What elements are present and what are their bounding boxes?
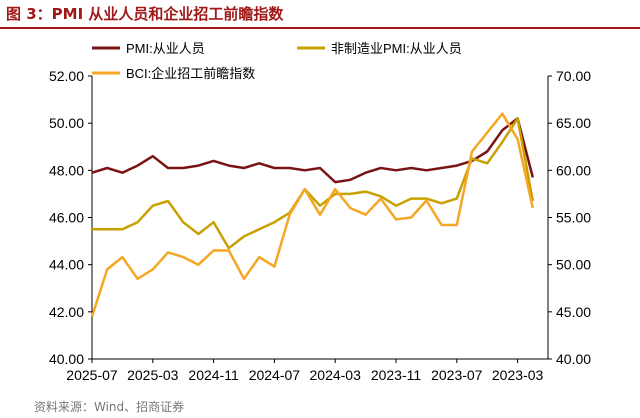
left-y-tick-label: 48.00 <box>49 162 84 178</box>
x-tick-label: 2023-03 <box>492 367 544 383</box>
legend-label: PMI:从业人员 <box>126 41 205 56</box>
right-y-tick-label: 40.00 <box>556 351 591 367</box>
left-y-tick-label: 42.00 <box>49 304 84 320</box>
left-y-tick-label: 46.00 <box>49 210 84 226</box>
x-tick-label: 2025-03 <box>127 367 179 383</box>
left-y-tick-label: 50.00 <box>49 115 84 131</box>
right-y-tick-label: 55.00 <box>556 210 591 226</box>
x-tick-label: 2024-11 <box>188 367 239 383</box>
x-tick-label: 2024-07 <box>249 367 301 383</box>
right-y-tick-label: 50.00 <box>556 257 591 273</box>
right-y-tick-label: 65.00 <box>556 115 591 131</box>
right-y-tick-label: 45.00 <box>556 304 591 320</box>
right-y-tick-label: 70.00 <box>556 68 591 84</box>
right-y-tick-label: 60.00 <box>556 162 591 178</box>
x-tick-label: 2023-11 <box>371 367 422 383</box>
source-note: 资料来源：Wind、招商证券 <box>34 400 185 414</box>
x-tick-label: 2025-07 <box>66 367 118 383</box>
left-y-tick-label: 40.00 <box>49 351 84 367</box>
legend-label: 非制造业PMI:从业人员 <box>331 41 462 56</box>
left-y-tick-label: 44.00 <box>49 257 84 273</box>
series-line-3 <box>90 112 535 317</box>
left-y-tick-label: 52.00 <box>49 68 84 84</box>
series-line-2 <box>92 117 535 250</box>
title-divider <box>0 27 640 29</box>
line-chart: 40.00 42.00 44.00 46.00 48.00 50.00 52.00 40.00… <box>49 41 591 383</box>
x-tick-label: 2024-03 <box>310 367 362 383</box>
legend-label: BCI:企业招工前瞻指数 <box>126 66 255 81</box>
x-tick-label: 2023-07 <box>431 367 483 383</box>
figure-title: 图 3：PMI 从业人员和企业招工前瞻指数 <box>6 5 284 23</box>
series-line-1 <box>91 117 535 184</box>
